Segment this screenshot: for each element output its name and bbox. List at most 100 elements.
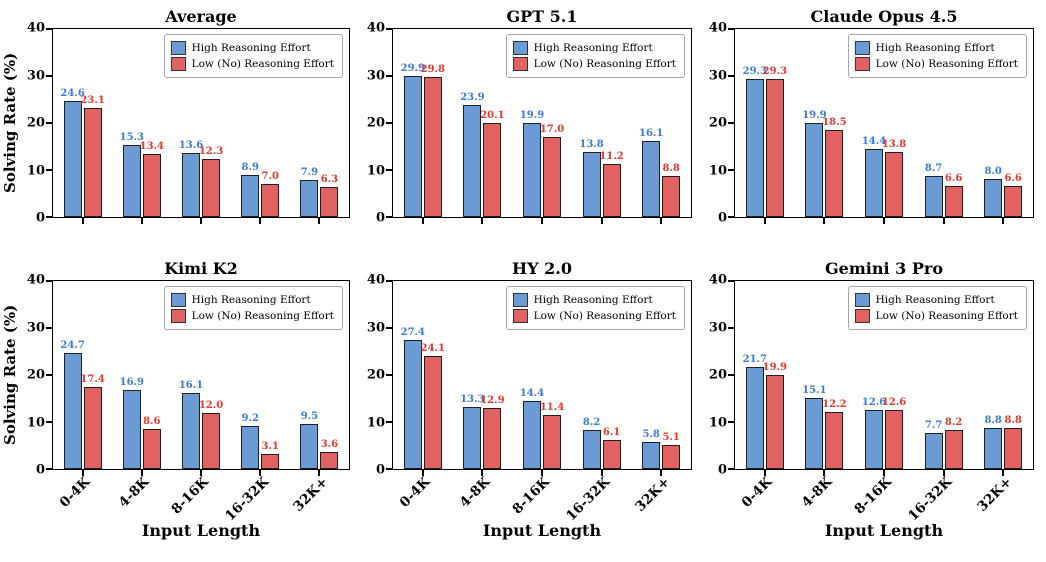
bar [202,412,220,469]
x-tick-label: 0-4K [738,474,776,511]
bar-group: 9.5 3.6 [290,281,349,469]
bar [864,149,883,217]
y-tick-label: 40 [708,272,727,288]
bar-value-label: 3.6 [320,439,339,451]
bar-value-label: 8.2 [944,417,963,429]
y-tick-mark [46,374,52,376]
bar-value-label: 6.1 [602,427,621,439]
y-axis-label: Solving Rate (%) [1,52,19,194]
x-axis-label: Input Length [824,521,944,540]
bar [320,452,339,469]
plot-row: Solving Rate (%) 0 10 20 30 40 24.7 17.4 16.9 8… [0,274,362,477]
bar-value-label: 20.1 [480,109,505,121]
bar-group: 15.3 13.4 [112,29,171,217]
bar-value-label: 19.9 [519,110,545,122]
y-tick-label: 30 [366,68,385,83]
y-tick-label: 30 [366,320,385,335]
y-tick-label: 20 [366,367,385,383]
y-tick-label: 10 [366,163,385,178]
x-tick-mark [200,470,202,476]
bar-value-label: 12.3 [198,146,224,158]
legend: High Reasoning Effort Low (No) Reasoning… [505,286,685,330]
bar [805,123,824,217]
legend-entry-high: High Reasoning Effort [854,41,1018,55]
bar [483,122,502,217]
x-axis-label-row: Input Length [0,520,362,542]
y-axis-ticks: 0 10 20 30 40 [704,22,734,225]
x-tick-mark [823,218,826,224]
legend-swatch-low-icon [170,309,186,323]
y-tick-mark [46,169,52,171]
bar-value-label: 8.8 [984,414,1002,426]
x-tick-mark [318,218,321,224]
bar-value-label: 29.9 [400,63,425,75]
bar-value-label: 7.9 [300,166,319,178]
y-tick-label: 40 [366,272,385,288]
y-axis-ticks: 0 10 20 30 40 [704,274,734,477]
bar [642,141,661,217]
bar [602,164,621,217]
bar-value-label: 13.8 [881,139,907,151]
bar-value-label: 21.7 [742,354,767,366]
bar-value-label: 19.9 [762,362,787,374]
chart-panel-claude-opus-4-5: Claude Opus 4.5 0 10 20 30 40 29.3 29.3 19.9 18… [704,0,1046,252]
y-tick-mark [728,327,734,329]
x-tick-mark [660,470,663,476]
legend-label-low: Low (No) Reasoning Effort [533,58,676,70]
bar [122,145,141,217]
bar-value-label: 29.3 [762,66,787,78]
bar [63,101,82,217]
y-tick-label: 30 [708,68,727,83]
x-tick-label: 32K+ [632,474,674,515]
bar-value-label: 12.6 [881,396,907,408]
y-tick-mark [728,169,734,171]
bar [1004,427,1023,469]
x-axis-ticks: 0-4K 4-8K 8-16K 16-32K 32K+ [392,470,692,524]
x-tick-label: 16-32K [221,474,272,525]
y-tick-mark [386,280,392,282]
x-tick-mark [81,470,84,476]
y-tick-mark [386,169,392,171]
y-tick-label: 20 [366,115,385,131]
x-tick-mark [883,470,885,476]
bar-value-label: 11.2 [599,151,624,163]
bar-group: 13.8 11.2 [572,29,632,217]
y-tick-mark [46,75,52,77]
bar [300,179,319,217]
bar-value-label: 18.5 [822,117,847,129]
y-tick-mark [46,421,52,423]
bar-value-label: 8.7 [924,163,943,175]
legend-label-high: High Reasoning Effort [533,294,653,306]
chart-title: Average [165,7,237,26]
bar [825,411,844,469]
bar [542,137,561,217]
legend-entry-low: Low (No) Reasoning Effort [854,309,1018,323]
x-tick-label: 4-8K [115,474,153,511]
y-tick-mark [386,122,392,124]
bar-value-label: 3.1 [261,441,279,453]
y-tick-label: 30 [26,320,45,335]
bar [765,375,784,469]
y-tick-label: 0 [35,462,45,478]
bar [522,123,541,217]
legend-swatch-low-icon [854,57,870,71]
legend-entry-high: High Reasoning Effort [170,41,334,55]
bar [423,76,442,217]
bar-value-label: 9.2 [241,412,259,424]
bar [582,430,601,469]
legend-swatch-low-icon [512,309,528,323]
plot-row: 0 10 20 30 40 29.9 29.8 23.9 20.1 19.9 17.0 13.8 11… [362,22,704,225]
x-axis-row: 0-4K 4-8K 8-16K 16-32K 32K+ [0,470,362,524]
bar-value-label: 13.6 [178,140,204,152]
bar-value-label: 8.0 [984,166,1002,178]
chart-title: Gemini 3 Pro [825,259,943,278]
bar-value-label: 8.9 [241,162,259,174]
x-tick-label: 32K+ [290,474,332,515]
bar-value-label: 12.6 [861,396,887,408]
x-axis-label-row: Input Length [704,520,1046,542]
bar-group: 7.9 6.3 [290,29,349,217]
legend-entry-high: High Reasoning Effort [512,293,676,307]
bar-value-label: 17.0 [539,124,565,136]
bar [463,406,482,469]
